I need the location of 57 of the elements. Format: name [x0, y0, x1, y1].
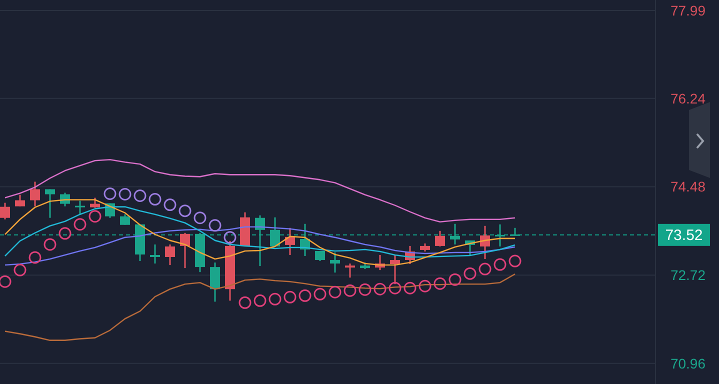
point: [374, 282, 386, 296]
point: [418, 280, 432, 292]
candlestick: [90, 197, 100, 209]
point: [88, 210, 102, 223]
point: [238, 296, 252, 309]
point: [284, 290, 296, 304]
candlestick: [330, 252, 340, 274]
point: [508, 254, 522, 268]
candlestick: [165, 244, 175, 266]
line-series: [4, 158, 516, 223]
point: [464, 267, 476, 280]
point: [478, 262, 492, 276]
point: [44, 238, 56, 251]
y-tick-label: 74.48: [670, 178, 706, 195]
candlestick: [150, 244, 160, 264]
point: [178, 204, 192, 218]
point: [254, 294, 266, 307]
candlestick: [435, 230, 445, 248]
point: [268, 292, 282, 306]
candlestick: [345, 262, 355, 278]
point: [358, 283, 372, 296]
point: [148, 193, 162, 206]
candlestick: [15, 194, 25, 208]
candlestick: [75, 200, 85, 216]
ref-line-label: 73.52: [665, 227, 703, 244]
y-tick-label: 72.72: [670, 266, 706, 283]
point: [134, 190, 146, 202]
point: [208, 219, 222, 232]
candlestick: [285, 227, 295, 256]
point: [448, 273, 462, 286]
point: [404, 282, 416, 294]
candlestick: [45, 188, 55, 219]
y-tick-label: 70.96: [670, 355, 706, 372]
candlestick: [120, 214, 130, 226]
point: [164, 198, 176, 212]
point: [104, 188, 116, 200]
candlestick: [180, 232, 190, 269]
candlestick: [210, 262, 220, 302]
y-tick-label: 76.24: [670, 90, 706, 106]
point: [0, 275, 12, 288]
point: [298, 289, 312, 302]
point: [118, 188, 132, 201]
point: [388, 282, 402, 294]
point: [74, 218, 86, 231]
point: [328, 286, 342, 298]
point: [194, 212, 206, 224]
point: [344, 284, 356, 297]
point: [28, 251, 42, 264]
point: [14, 264, 26, 276]
candlestick: [30, 180, 40, 208]
candlestick: [0, 202, 10, 220]
point: [494, 258, 506, 271]
point: [224, 231, 236, 244]
point: [314, 288, 326, 300]
y-tick-label: 77.99: [670, 2, 706, 18]
point: [58, 227, 72, 240]
point: [434, 277, 446, 290]
